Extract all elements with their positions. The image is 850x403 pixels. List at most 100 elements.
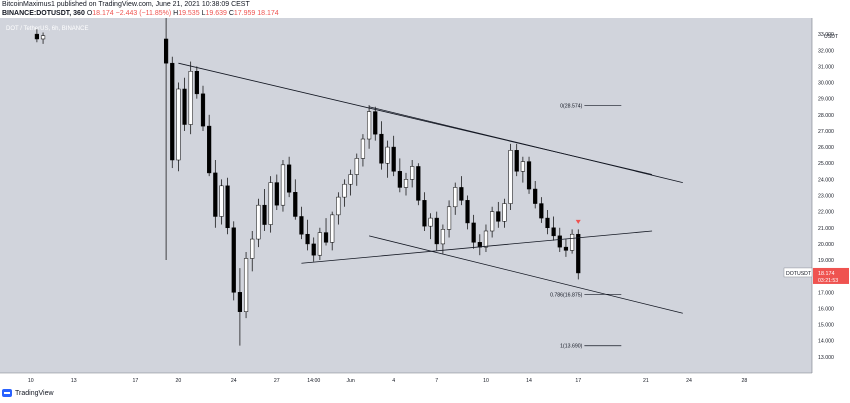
y-tick-label: 26.000 <box>818 145 834 151</box>
fib-level-label: 0.786(16.875) <box>550 292 583 298</box>
x-tick-label: 10 <box>28 378 34 384</box>
y-unit-label: USDT <box>824 34 839 40</box>
x-tick-label: 24 <box>686 378 692 384</box>
candle-body <box>440 229 446 245</box>
x-tick-label: 14:00 <box>307 378 320 384</box>
candle-body <box>250 238 255 259</box>
trendline-upper-channel-line <box>368 106 683 183</box>
x-tick-label: 14 <box>526 378 532 384</box>
y-tick-label: 20.000 <box>818 242 834 248</box>
x-tick-label: 20 <box>176 378 182 384</box>
low-value: 19.639 <box>205 10 227 17</box>
candle-body <box>176 88 181 161</box>
y-tick-label: 33.000 <box>818 32 834 38</box>
candle-body <box>163 38 169 64</box>
y-tick-label: 30.000 <box>818 81 834 87</box>
candle-body <box>533 188 538 204</box>
candle-body <box>188 71 193 125</box>
candle-body <box>354 158 359 175</box>
candle-body <box>502 203 507 222</box>
tradingview-logo-icon <box>2 389 12 397</box>
candle-body <box>287 164 292 193</box>
candle-body <box>40 35 46 40</box>
candle-body <box>274 182 279 206</box>
candle-body <box>182 88 187 125</box>
trendline-ascending-support <box>301 230 653 264</box>
x-tick-label: 7 <box>435 378 438 384</box>
fib-level-label: 1(13.690) <box>560 344 582 350</box>
y-tick-label: 28.000 <box>818 113 834 119</box>
y-tick-label: 27.000 <box>818 129 834 135</box>
candle-body <box>490 211 495 232</box>
y-tick-label: 23.000 <box>818 194 834 200</box>
candle-body <box>514 150 519 172</box>
candlestick-chart[interactable]: DOT / TetherUS, 6h, BINANCE 13.000 14.000 1… <box>0 18 850 388</box>
candle-body <box>496 211 501 222</box>
candle-body <box>416 166 421 201</box>
fib-level-label: 0(28.574) <box>560 104 582 110</box>
high-label: H <box>173 10 179 17</box>
candle-body <box>360 138 366 159</box>
candle-body <box>459 187 464 201</box>
x-tick-label: 28 <box>741 378 747 384</box>
y-tick-label: 15.000 <box>818 323 834 329</box>
y-tick-label: 17.000 <box>818 290 834 296</box>
candle-body <box>422 200 427 227</box>
last-value: 18.174 <box>257 10 279 17</box>
y-tick-label: 16.000 <box>818 306 834 312</box>
price-tag-value: 18.174 <box>818 271 835 277</box>
candle-body <box>373 111 378 135</box>
candle-body <box>280 164 286 206</box>
x-tick-label: 17 <box>575 378 581 384</box>
candle-body <box>539 203 544 219</box>
x-tick-label: Jun <box>346 378 354 384</box>
y-tick-label: 24.000 <box>818 177 834 183</box>
candle-body <box>317 232 322 256</box>
candle-body <box>483 230 489 248</box>
candle-body <box>293 192 298 217</box>
y-tick-label: 29.000 <box>818 97 834 103</box>
candle-body <box>403 179 409 188</box>
candle-body <box>366 111 372 140</box>
change-value: −2.443 (−11.85%) <box>115 10 172 17</box>
x-tick-label: 24 <box>231 378 237 384</box>
candle-body <box>336 196 341 216</box>
candle-body <box>410 166 415 180</box>
candle-body <box>34 33 40 40</box>
y-tick-label: 13.000 <box>818 355 834 361</box>
candle-body <box>213 172 218 217</box>
candle-body <box>520 161 525 172</box>
trendline-lower-channel-line <box>368 235 683 314</box>
y-tick-label: 14.000 <box>818 339 834 345</box>
price-axis-background <box>812 18 850 388</box>
y-tick-label: 25.000 <box>818 161 834 167</box>
candle-body <box>237 292 243 312</box>
footer-brand: TradingView <box>15 389 54 397</box>
candle-body <box>465 200 470 224</box>
candle-body <box>453 187 458 208</box>
y-tick-label: 22.000 <box>818 210 834 216</box>
candle-body <box>311 243 316 256</box>
candle-body <box>557 235 562 248</box>
candle-body <box>305 233 310 245</box>
x-tick-label: 21 <box>643 378 649 384</box>
x-tick-label: 13 <box>71 378 77 384</box>
sell-marker-icon <box>575 219 581 224</box>
y-tick-label: 21.000 <box>818 226 834 232</box>
candle-body <box>397 171 402 188</box>
y-tick-label: 31.000 <box>818 64 834 70</box>
y-tick-label: 19.000 <box>818 258 834 264</box>
symbol-label: BINANCE:DOTUSDT, 360 <box>2 10 85 17</box>
price-tag-box <box>813 267 849 284</box>
chart-title: DOT / TetherUS, 6h, BINANCE <box>6 26 88 32</box>
candle-body <box>200 93 206 127</box>
candle-body <box>526 161 532 190</box>
time-axis-background <box>0 373 850 388</box>
open-label: O <box>86 10 93 17</box>
candle-body <box>348 174 353 185</box>
candle-body <box>434 217 439 245</box>
candle-body <box>379 133 384 164</box>
candle-body <box>576 233 581 274</box>
publisher-line: BitcoinMaximus1 published on TradingView… <box>2 1 250 8</box>
candle-body <box>471 222 476 243</box>
